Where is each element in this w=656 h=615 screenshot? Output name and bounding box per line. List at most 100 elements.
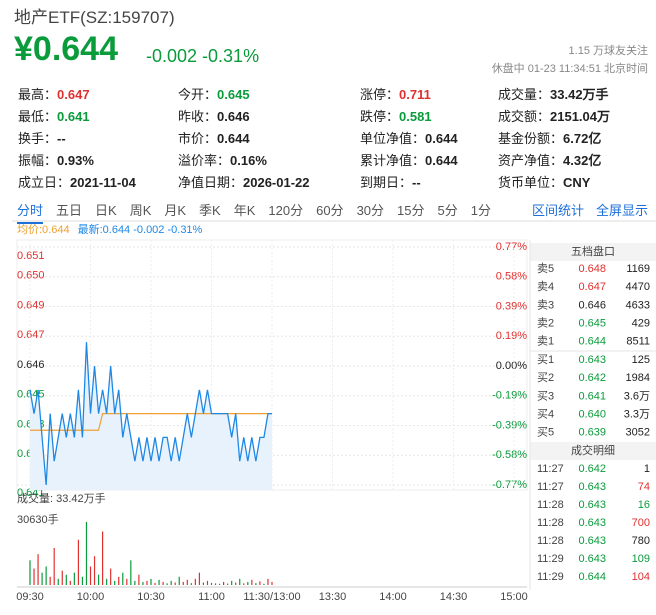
book-volume: 429 <box>632 318 650 330</box>
tools: 区间统计 全屏显示 <box>532 200 648 219</box>
stat-label: 振幅： <box>18 153 58 168</box>
x-tick-label: 14:30 <box>440 591 468 603</box>
trade-volume: 16 <box>638 499 650 511</box>
stat-value: 0.644 <box>425 153 458 168</box>
y2-tick-label: -0.39% <box>492 419 527 431</box>
stat-label: 资产净值： <box>498 153 564 168</box>
stat-cell: 资产净值：4.32亿 <box>498 150 601 169</box>
stat-value: 0.644 <box>425 131 458 146</box>
stat-label: 成交额： <box>498 109 551 124</box>
tab[interactable]: 15分 <box>397 203 425 218</box>
book-side: 买4 <box>537 408 554 421</box>
stat-cell: 今开：0.645 <box>178 84 250 103</box>
tab[interactable]: 季K <box>199 203 221 218</box>
tool-link[interactable]: 区间统计 <box>531 203 584 218</box>
x-tick-label: 11:00 <box>198 591 225 603</box>
stat-cell: 最高：0.647 <box>18 84 90 103</box>
stat-label: 净值日期： <box>178 175 244 190</box>
stat-label: 昨收： <box>178 109 218 124</box>
tab[interactable]: 日K <box>95 203 117 218</box>
book-volume: 3052 <box>626 427 650 439</box>
book-price: 0.642 <box>578 372 606 384</box>
stat-value: 33.42万手 <box>550 87 609 102</box>
y2-tick-label: 0.19% <box>496 330 527 342</box>
y-tick-label: 0.650 <box>17 270 45 282</box>
tab[interactable]: 1分 <box>470 203 491 218</box>
tab[interactable]: 年K <box>233 203 256 218</box>
stat-value: -- <box>412 175 421 190</box>
stat-cell: 净值日期：2026-01-22 <box>178 172 310 191</box>
book-volume: 8511 <box>626 336 650 348</box>
stat-value: 0.646 <box>217 109 250 124</box>
stat-cell: 货币单位：CNY <box>498 172 590 191</box>
stat-label: 今开： <box>178 87 218 102</box>
stat-cell: 到期日：-- <box>360 172 421 191</box>
tab[interactable]: 分时 <box>17 200 44 224</box>
x-tick-label: 15:00 <box>500 591 528 603</box>
stat-label: 最高： <box>18 87 58 102</box>
book-volume: 4470 <box>626 281 650 293</box>
trade-time: 11:27 <box>537 481 564 493</box>
stat-label: 跌停： <box>360 109 400 124</box>
y-tick-label: 0.651 <box>17 250 45 262</box>
stat-value: CNY <box>563 175 591 190</box>
book-price: 0.640 <box>578 409 606 421</box>
legend-avg: 均价:0.644 <box>17 223 70 236</box>
book-price: 0.643 <box>578 354 606 366</box>
stat-value: 0.647 <box>57 87 90 102</box>
volume-label: 成交量: 33.42万手 <box>17 491 106 505</box>
trade-time: 11:29 <box>537 571 564 583</box>
stats: 最高：0.647 今开：0.645 涨停：0.711 成交量：33.42万手 最低：0.… <box>18 84 648 194</box>
tab[interactable]: 月K <box>164 203 187 218</box>
stat-value: 0.93% <box>57 153 94 168</box>
tabs: 分时 五日 日K 周K 月K 季K 年K 120分 60分 30分 15分 5分 1分 <box>17 200 504 224</box>
book-price: 0.644 <box>578 336 606 348</box>
stat-value: 0.644 <box>217 131 250 146</box>
book-side: 卖1 <box>537 335 554 348</box>
stat-cell: 成交额：2151.04万 <box>498 106 610 125</box>
stat-value: 0.711 <box>399 87 431 102</box>
book-side: 卖4 <box>537 280 554 293</box>
tool-link[interactable]: 全屏显示 <box>595 203 648 218</box>
book-side: 买1 <box>537 353 554 366</box>
stat-value: 0.581 <box>399 109 432 124</box>
price-line <box>29 342 272 486</box>
book-volume: 1169 <box>626 263 650 275</box>
trade-time: 11:28 <box>537 499 564 511</box>
book-price: 0.645 <box>578 318 606 330</box>
x-tick-label: 10:00 <box>77 591 105 603</box>
tab[interactable]: 五日 <box>56 203 83 218</box>
book-volume: 3.6万 <box>624 390 650 402</box>
stat-label: 市价： <box>178 131 218 146</box>
book-side: 买2 <box>537 371 554 384</box>
book-price: 0.639 <box>578 427 606 439</box>
trade-price: 0.643 <box>578 517 606 529</box>
stat-cell: 跌停：0.581 <box>360 106 432 125</box>
trade-volume: 780 <box>632 535 650 547</box>
trade-price: 0.644 <box>578 571 606 583</box>
stat-value: 4.32亿 <box>563 153 602 168</box>
book-title: 五档盘口 <box>571 244 615 258</box>
tab[interactable]: 5分 <box>437 203 458 218</box>
book-header-bg <box>530 243 656 261</box>
tab[interactable]: 30分 <box>356 203 385 218</box>
stat-label: 单位净值： <box>360 131 426 146</box>
tab[interactable]: 120分 <box>268 203 304 218</box>
stat-label: 货币单位： <box>498 175 564 190</box>
tab[interactable]: 60分 <box>316 203 344 218</box>
status: 休盘中 01-23 11:34:51 北京时间 <box>491 63 648 75</box>
tab[interactable]: 周K <box>129 203 152 218</box>
stat-cell: 成交量：33.42万手 <box>498 84 609 103</box>
book-price: 0.646 <box>578 299 606 311</box>
stat-cell: 溢价率：0.16% <box>178 150 267 169</box>
y2-tick-label: 0.39% <box>496 300 527 312</box>
x-tick-label: 14:00 <box>379 591 407 603</box>
book-price: 0.647 <box>578 281 606 293</box>
stat-value: 2151.04万 <box>550 109 611 124</box>
trade-volume: 1 <box>644 463 650 475</box>
trades-title: 成交明细 <box>571 443 615 457</box>
stat-cell: 振幅：0.93% <box>18 150 94 169</box>
y2-tick-label: -0.19% <box>492 390 527 402</box>
y-tick-label: 0.647 <box>17 329 45 341</box>
